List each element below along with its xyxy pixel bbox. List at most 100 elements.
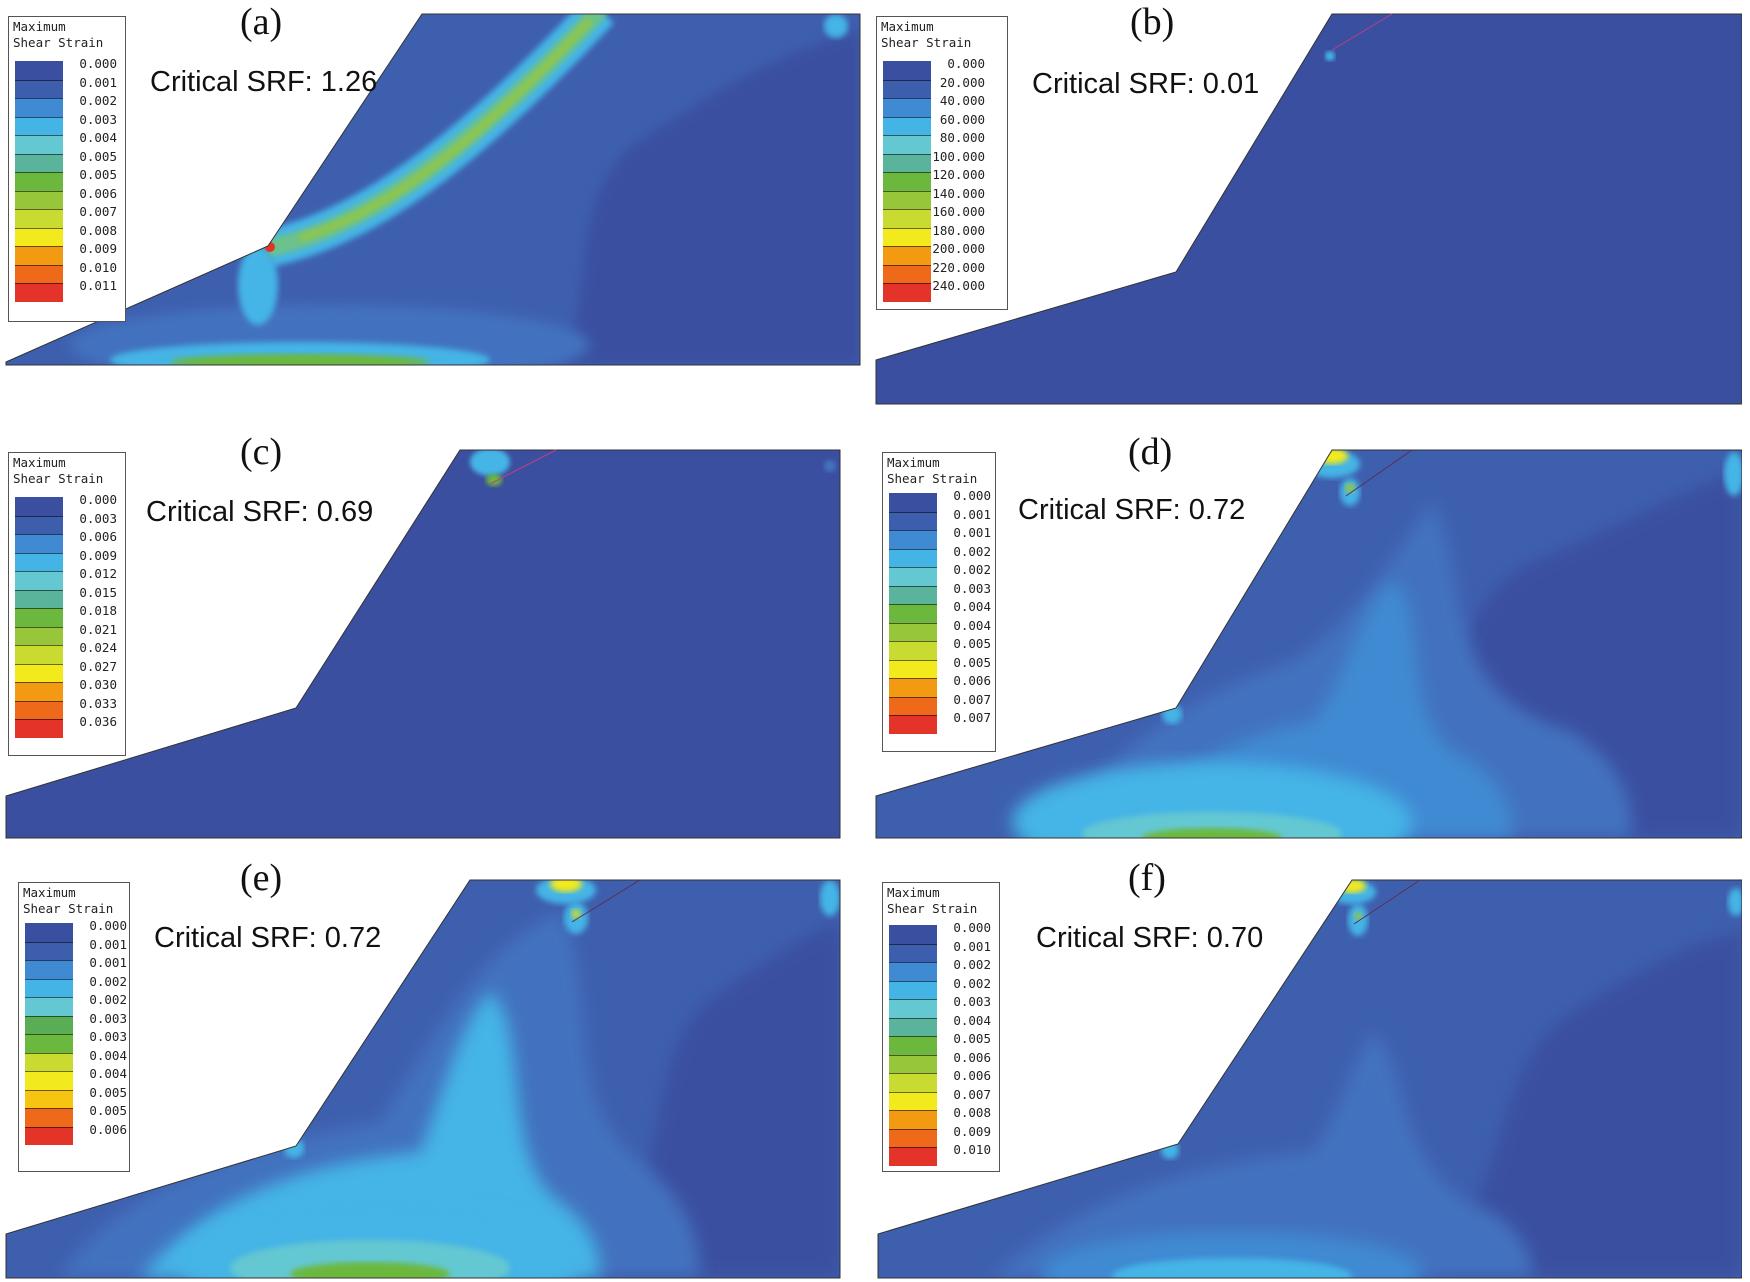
legend: Maximum Shear Strain 0.000 0.001 0.001 0.00… <box>882 452 996 752</box>
legend-entry: 0.004 <box>13 131 117 154</box>
legend-value: 0.004 <box>79 130 117 145</box>
legend-entry: 0.004 <box>887 1014 991 1036</box>
legend-value: 0.004 <box>89 1066 127 1081</box>
legend-value: 0.009 <box>953 1123 991 1139</box>
legend-value: 120.000 <box>932 167 985 182</box>
legend-entry: 200.000 <box>881 242 985 265</box>
legend-swatch <box>25 1089 73 1108</box>
legend-value: 0.006 <box>89 1121 127 1137</box>
legend-value: 0.005 <box>953 636 991 651</box>
legend-swatch <box>889 925 937 944</box>
legend-value: 0.000 <box>947 56 985 71</box>
legend-value: 0.018 <box>79 603 117 618</box>
legend-entry: 0.002 <box>887 545 991 567</box>
legend-swatch <box>15 497 63 516</box>
legend-entry: 0.004 <box>23 1067 127 1090</box>
legend-title: Maximum Shear Strain <box>887 885 978 916</box>
legend-entry: 0.005 <box>23 1104 127 1127</box>
legend-value: 0.002 <box>953 562 991 577</box>
legend-swatch <box>15 283 63 302</box>
panel-label: (b) <box>1130 1 1175 43</box>
legend-value: 200.000 <box>932 241 985 256</box>
legend-entry: 0.004 <box>887 619 991 641</box>
legend-value: 160.000 <box>932 204 985 219</box>
critical-srf-label: Critical SRF: 0.69 <box>146 496 374 528</box>
legend-value: 0.009 <box>79 547 117 563</box>
legend-entry: 140.000 <box>881 187 985 209</box>
legend-entry: 0.009 <box>887 1125 991 1147</box>
legend-value: 140.000 <box>932 185 985 201</box>
legend-entry: 0.036 <box>13 715 117 738</box>
legend-entry: 0.002 <box>887 958 991 981</box>
legend-value: 180.000 <box>932 222 985 238</box>
legend-value: 0.003 <box>79 510 117 526</box>
panel-d: (d) Critical SRF: 0.72 Maximum Shear Str… <box>872 431 1742 852</box>
panel-a: (a) Critical SRF: 1.26 Maximum Shear Str… <box>0 0 870 420</box>
legend-entry: 0.007 <box>887 693 991 715</box>
legend-swatch <box>15 626 63 645</box>
contour-plot <box>875 449 1742 839</box>
legend-swatch <box>883 283 931 302</box>
legend-value: 100.000 <box>932 148 985 164</box>
legend-swatch <box>15 663 63 682</box>
legend-entry: 0.007 <box>13 205 117 228</box>
legend-value: 0.000 <box>953 920 991 935</box>
legend-entry: 0.002 <box>13 94 117 117</box>
legend-swatch <box>15 608 63 627</box>
legend-swatch <box>883 246 931 265</box>
legend-entry: 0.010 <box>13 261 117 283</box>
legend-entry: 0.007 <box>887 711 991 734</box>
legend-value: 0.002 <box>953 543 991 559</box>
legend-swatch <box>15 190 63 209</box>
legend-value: 0.036 <box>79 714 117 729</box>
legend-value: 0.001 <box>953 938 991 954</box>
legend-swatch <box>15 153 63 172</box>
legend-entry: 0.001 <box>23 956 127 979</box>
legend-value: 0.005 <box>79 167 117 182</box>
legend-swatch <box>889 1147 937 1166</box>
legend-swatch <box>889 943 937 962</box>
legend-entry: 0.015 <box>13 586 117 608</box>
legend: Maximum Shear Strain 0.000 0.001 0.002 0.00… <box>8 16 126 322</box>
legend-value: 0.005 <box>89 1084 127 1100</box>
legend-value: 0.009 <box>79 241 117 256</box>
legend-value: 0.007 <box>953 710 991 725</box>
legend-swatch <box>889 622 937 641</box>
legend-swatch <box>15 98 63 117</box>
legend-entry: 0.006 <box>887 674 991 697</box>
legend-swatch <box>15 552 63 571</box>
legend-entry: 0.008 <box>13 224 117 246</box>
legend-value: 0.006 <box>79 529 117 544</box>
legend-title: Maximum Shear Strain <box>887 455 978 486</box>
legend-value: 0.005 <box>953 654 991 670</box>
contour-plot <box>5 13 861 366</box>
legend-value: 0.012 <box>79 566 117 581</box>
legend-entry: 0.001 <box>887 940 991 962</box>
legend-entry: 0.000 <box>887 489 991 512</box>
legend-entry: 0.024 <box>13 641 117 664</box>
legend-entry: 0.003 <box>23 1030 127 1053</box>
legend-swatch <box>889 696 937 715</box>
legend-entry: 240.000 <box>881 279 985 302</box>
legend-value: 0.007 <box>953 691 991 707</box>
legend-swatch <box>25 1052 73 1071</box>
legend: Maximum Shear Strain 0.000 0.001 0.002 0.00… <box>882 882 1000 1172</box>
legend-entry: 0.005 <box>13 168 117 191</box>
panel-label: (c) <box>240 431 283 473</box>
legend-swatch <box>889 585 937 604</box>
legend-entry: 0.002 <box>887 977 991 999</box>
legend-entry: 0.005 <box>887 656 991 678</box>
legend-swatch <box>889 548 937 567</box>
legend-swatch <box>15 645 63 664</box>
legend-swatch <box>25 960 73 979</box>
legend-entry: 0.006 <box>13 187 117 209</box>
legend-value: 0.005 <box>79 148 117 164</box>
legend-swatch <box>883 227 931 246</box>
legend-swatch <box>889 1017 937 1036</box>
legend-swatch <box>25 1015 73 1034</box>
legend-swatch <box>15 61 63 80</box>
legend-entry: 0.001 <box>13 76 117 98</box>
legend-title: Maximum Shear Strain <box>13 455 104 486</box>
legend-swatch <box>25 1071 73 1090</box>
legend-entry: 0.006 <box>23 1123 127 1145</box>
